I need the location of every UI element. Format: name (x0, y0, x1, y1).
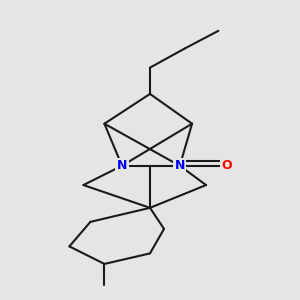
Text: O: O (222, 159, 232, 172)
Text: N: N (117, 159, 127, 172)
Text: N: N (175, 159, 185, 172)
